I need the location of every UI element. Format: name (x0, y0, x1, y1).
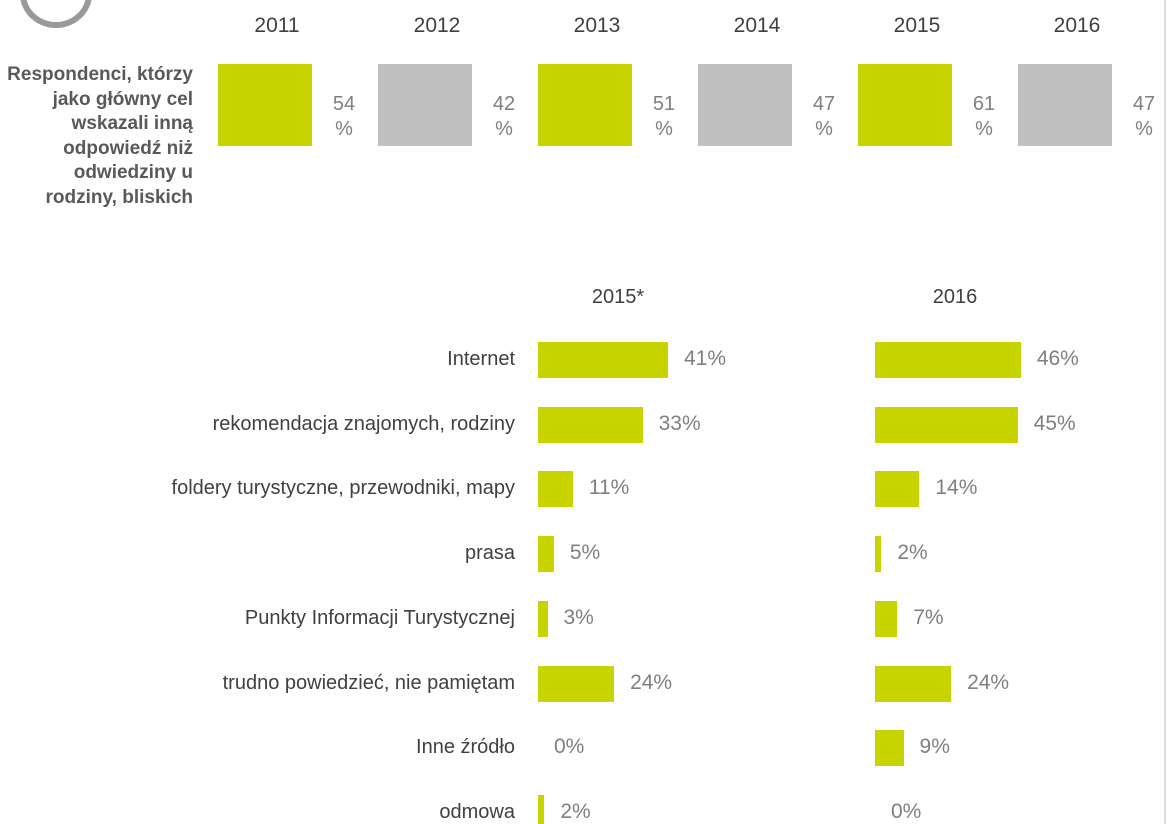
category-label: prasa (464, 542, 515, 565)
bar-value-label: 2% (560, 799, 591, 823)
series-header: 2015* (591, 286, 645, 308)
value-label: 42 % (492, 93, 516, 140)
bar-value-label: 2% (897, 541, 928, 565)
bar (538, 665, 615, 702)
category-label: foldery turystyczne, przewodniki, mapy (171, 477, 515, 500)
bar-value-label: 41% (683, 347, 726, 370)
tile (378, 64, 472, 146)
category-label: Punkty Informacji Turystycznej (244, 606, 515, 629)
bar-value-label: 33% (658, 411, 701, 435)
bar (538, 600, 548, 637)
category-label: Inne źródło (416, 736, 515, 759)
bar-value-label: 3% (563, 605, 594, 629)
bar-value-label: 11% (588, 476, 630, 500)
value-label: 54 % (332, 93, 356, 140)
bar (875, 665, 952, 702)
value-label: 47 % (1132, 93, 1156, 140)
category-label: odmowa (439, 800, 515, 823)
category-label: rekomendacja znajomych, rodziny (212, 412, 515, 435)
value-label: 47 % (812, 93, 836, 140)
bar (875, 342, 1021, 378)
bar (875, 730, 904, 767)
bar-value-label: 0% (891, 799, 922, 823)
bar (538, 406, 643, 443)
category-label: trudno powiedzieć, nie pamiętam (222, 671, 515, 694)
tile (218, 64, 312, 146)
value-label: 61 % (972, 93, 996, 140)
year-label: 2013 (573, 14, 621, 37)
edge-line (1164, 0, 1166, 824)
tiles-title: Respondenci, którzy jako główny cel wska… (7, 64, 193, 208)
tile (538, 64, 632, 146)
bar-value-label: 45% (1033, 411, 1076, 435)
bar-value-label: 9% (919, 735, 950, 759)
tile (1018, 64, 1112, 146)
bar (875, 471, 920, 508)
bar (538, 794, 545, 824)
year-label: 2015 (893, 14, 941, 37)
tile (858, 64, 952, 146)
value-label: 51 % (652, 93, 676, 140)
year-label: 2016 (1053, 14, 1101, 37)
bar-value-label: 0% (554, 735, 585, 759)
series-header: 2016 (932, 286, 978, 308)
bar (538, 342, 668, 378)
bar (538, 471, 573, 508)
bar-value-label: 7% (913, 605, 944, 629)
bar (538, 536, 554, 573)
year-label: 2014 (733, 14, 781, 37)
bar-value-label: 24% (630, 670, 673, 694)
bar (875, 406, 1018, 443)
bar-value-label: 14% (935, 476, 978, 500)
logo-decor (20, 0, 92, 28)
bar-value-label: 46% (1036, 347, 1079, 370)
year-label: 2012 (413, 14, 461, 37)
bar-value-label: 24% (967, 670, 1010, 694)
bar (875, 536, 882, 573)
category-label: Internet (447, 348, 515, 370)
bar (875, 600, 898, 637)
tile (698, 64, 792, 146)
year-label: 2011 (254, 14, 300, 37)
bar-value-label: 5% (569, 541, 601, 565)
